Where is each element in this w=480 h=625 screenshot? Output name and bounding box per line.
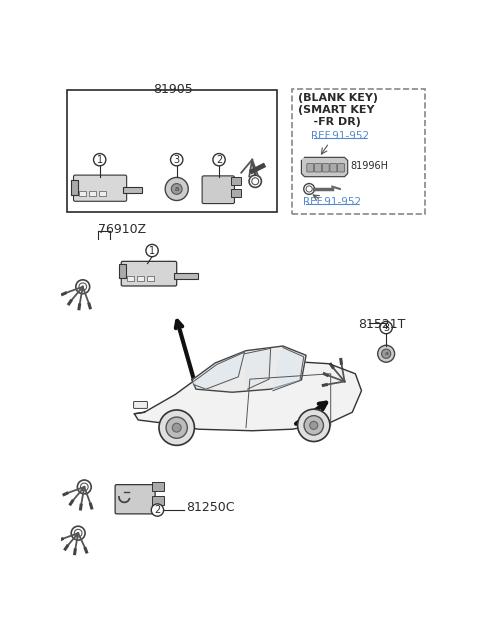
- Circle shape: [213, 154, 225, 166]
- FancyBboxPatch shape: [202, 176, 234, 204]
- Bar: [71, 180, 78, 195]
- Circle shape: [165, 177, 188, 201]
- Circle shape: [382, 349, 391, 358]
- Polygon shape: [193, 352, 244, 389]
- Text: 81521T: 81521T: [358, 318, 405, 331]
- Text: 2: 2: [216, 155, 222, 165]
- Bar: [152, 482, 164, 491]
- Text: REF.91-952: REF.91-952: [303, 197, 361, 207]
- Circle shape: [94, 154, 106, 166]
- Circle shape: [310, 421, 318, 429]
- Polygon shape: [192, 346, 306, 392]
- Bar: [67, 91, 277, 212]
- FancyBboxPatch shape: [337, 164, 345, 172]
- Circle shape: [151, 504, 164, 516]
- Circle shape: [159, 410, 194, 446]
- FancyBboxPatch shape: [133, 401, 147, 408]
- Bar: [292, 89, 425, 214]
- Circle shape: [171, 184, 182, 194]
- Bar: [174, 273, 198, 279]
- Circle shape: [378, 345, 395, 362]
- Polygon shape: [301, 158, 348, 177]
- Text: 3: 3: [383, 322, 389, 332]
- Text: REF.91-952: REF.91-952: [311, 131, 369, 141]
- FancyBboxPatch shape: [115, 484, 155, 514]
- Polygon shape: [134, 361, 361, 431]
- Circle shape: [166, 417, 187, 438]
- Circle shape: [146, 244, 158, 257]
- Bar: [230, 177, 240, 185]
- Text: 81996H: 81996H: [350, 161, 388, 171]
- Bar: [119, 264, 126, 278]
- Text: 81905: 81905: [153, 82, 193, 96]
- Circle shape: [380, 321, 392, 334]
- Text: 3: 3: [174, 155, 180, 165]
- Bar: [147, 276, 155, 281]
- Circle shape: [170, 154, 183, 166]
- Bar: [127, 276, 134, 281]
- Text: 81250C: 81250C: [186, 501, 234, 514]
- FancyBboxPatch shape: [330, 164, 337, 172]
- Text: -FR DR): -FR DR): [299, 118, 361, 127]
- FancyBboxPatch shape: [322, 164, 329, 172]
- Text: 1: 1: [149, 246, 155, 256]
- Bar: [152, 496, 164, 504]
- Text: (SMART KEY: (SMART KEY: [299, 105, 375, 115]
- Text: 76910Z: 76910Z: [98, 223, 146, 236]
- Circle shape: [172, 423, 181, 432]
- Bar: [79, 191, 86, 196]
- FancyBboxPatch shape: [314, 164, 322, 172]
- Bar: [230, 189, 240, 197]
- FancyBboxPatch shape: [121, 261, 177, 286]
- Text: 1: 1: [96, 155, 103, 165]
- Polygon shape: [273, 348, 304, 391]
- Bar: [123, 187, 142, 192]
- Text: (BLANK KEY): (BLANK KEY): [299, 92, 378, 103]
- Circle shape: [298, 409, 330, 441]
- Text: a: a: [384, 351, 388, 356]
- Circle shape: [304, 416, 324, 435]
- Bar: [137, 276, 144, 281]
- FancyBboxPatch shape: [307, 164, 314, 172]
- Text: 2: 2: [155, 505, 161, 515]
- FancyBboxPatch shape: [73, 175, 127, 201]
- Polygon shape: [244, 348, 271, 389]
- Bar: [99, 191, 106, 196]
- Bar: [89, 191, 96, 196]
- Text: a: a: [175, 186, 179, 192]
